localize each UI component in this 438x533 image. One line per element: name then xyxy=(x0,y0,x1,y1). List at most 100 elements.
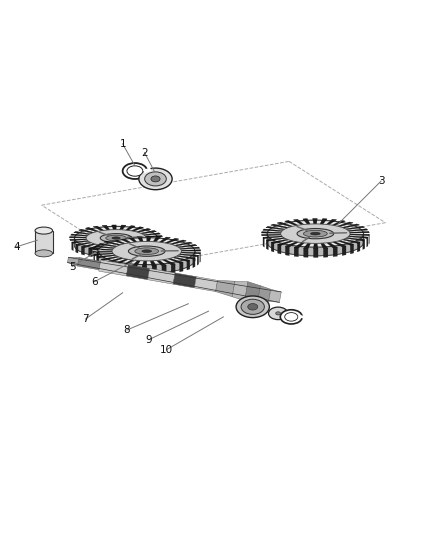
Polygon shape xyxy=(155,240,162,242)
Polygon shape xyxy=(339,221,345,222)
Polygon shape xyxy=(74,238,158,257)
Polygon shape xyxy=(271,241,279,244)
Polygon shape xyxy=(104,244,117,247)
Polygon shape xyxy=(106,251,111,259)
Text: 7: 7 xyxy=(82,314,89,324)
Polygon shape xyxy=(193,247,200,248)
Polygon shape xyxy=(286,246,289,255)
Polygon shape xyxy=(141,231,152,234)
Polygon shape xyxy=(93,251,99,253)
Polygon shape xyxy=(78,257,100,270)
Polygon shape xyxy=(155,236,161,238)
Polygon shape xyxy=(297,243,304,246)
Polygon shape xyxy=(276,239,289,243)
Polygon shape xyxy=(107,260,114,262)
Polygon shape xyxy=(122,246,128,249)
Text: 6: 6 xyxy=(91,277,98,287)
Polygon shape xyxy=(95,246,102,247)
Polygon shape xyxy=(180,262,183,272)
Polygon shape xyxy=(94,254,100,255)
Text: 1: 1 xyxy=(119,139,126,149)
Polygon shape xyxy=(332,222,342,225)
Polygon shape xyxy=(152,264,157,266)
Polygon shape xyxy=(271,243,274,252)
Polygon shape xyxy=(80,242,92,245)
Text: 3: 3 xyxy=(378,176,385,186)
Polygon shape xyxy=(157,238,162,239)
Polygon shape xyxy=(169,263,175,265)
Polygon shape xyxy=(263,237,270,238)
Polygon shape xyxy=(143,248,147,256)
Ellipse shape xyxy=(267,229,364,256)
Polygon shape xyxy=(164,237,170,239)
Polygon shape xyxy=(193,258,195,268)
Polygon shape xyxy=(93,226,99,228)
Polygon shape xyxy=(104,227,110,230)
Polygon shape xyxy=(162,265,166,274)
Polygon shape xyxy=(121,239,131,243)
Ellipse shape xyxy=(297,229,334,239)
Polygon shape xyxy=(100,246,114,248)
Polygon shape xyxy=(286,245,292,247)
Polygon shape xyxy=(352,224,360,226)
Polygon shape xyxy=(120,227,125,230)
Polygon shape xyxy=(97,249,103,251)
Polygon shape xyxy=(142,241,154,244)
Polygon shape xyxy=(363,234,369,236)
Polygon shape xyxy=(97,250,101,258)
Polygon shape xyxy=(127,265,150,280)
Polygon shape xyxy=(72,242,73,251)
Ellipse shape xyxy=(99,246,195,273)
Polygon shape xyxy=(200,253,201,262)
Polygon shape xyxy=(267,232,281,233)
Ellipse shape xyxy=(311,232,320,235)
Polygon shape xyxy=(123,265,127,274)
Polygon shape xyxy=(261,235,268,236)
Polygon shape xyxy=(129,238,137,242)
Polygon shape xyxy=(323,247,328,248)
Polygon shape xyxy=(192,255,198,256)
Polygon shape xyxy=(314,244,318,247)
Polygon shape xyxy=(127,237,133,239)
Polygon shape xyxy=(337,223,349,227)
Ellipse shape xyxy=(285,312,298,321)
Polygon shape xyxy=(346,227,359,230)
Ellipse shape xyxy=(241,299,265,314)
Ellipse shape xyxy=(128,246,165,256)
Ellipse shape xyxy=(74,234,158,257)
Polygon shape xyxy=(132,264,138,266)
Polygon shape xyxy=(125,249,130,251)
Polygon shape xyxy=(190,245,197,246)
Polygon shape xyxy=(93,248,99,250)
Polygon shape xyxy=(151,246,153,254)
Polygon shape xyxy=(134,244,144,247)
Polygon shape xyxy=(99,249,113,251)
Polygon shape xyxy=(126,227,133,230)
Polygon shape xyxy=(88,248,92,257)
Polygon shape xyxy=(118,238,125,240)
Polygon shape xyxy=(327,243,335,246)
Polygon shape xyxy=(108,242,121,245)
Polygon shape xyxy=(133,248,139,250)
Polygon shape xyxy=(266,240,268,250)
Ellipse shape xyxy=(248,304,258,310)
Polygon shape xyxy=(173,273,196,288)
Ellipse shape xyxy=(281,224,350,244)
Polygon shape xyxy=(145,236,157,237)
Polygon shape xyxy=(123,263,129,265)
Polygon shape xyxy=(267,234,281,236)
Polygon shape xyxy=(77,240,88,243)
Polygon shape xyxy=(106,256,119,259)
Polygon shape xyxy=(138,227,144,229)
Polygon shape xyxy=(157,236,162,237)
Polygon shape xyxy=(174,243,187,246)
Polygon shape xyxy=(361,237,368,238)
Polygon shape xyxy=(342,246,346,255)
Ellipse shape xyxy=(99,238,195,265)
Polygon shape xyxy=(147,245,153,247)
Polygon shape xyxy=(71,234,77,236)
Polygon shape xyxy=(146,238,158,239)
Polygon shape xyxy=(160,241,162,249)
Polygon shape xyxy=(134,261,140,264)
Polygon shape xyxy=(88,247,95,249)
